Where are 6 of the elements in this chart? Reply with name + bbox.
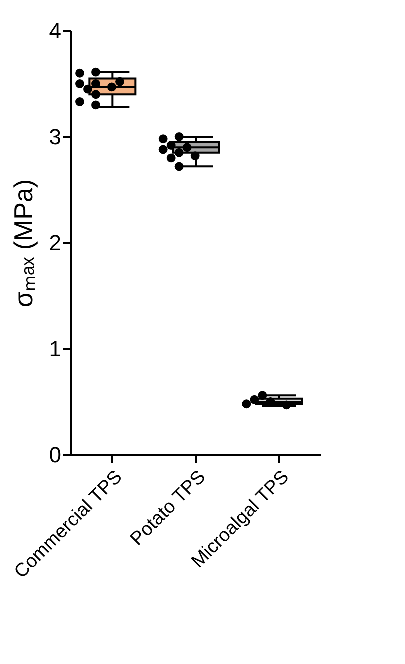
y-tick-label: 3	[49, 124, 62, 150]
y-tick-label: 1	[49, 336, 62, 362]
y-axis-title: σₘₐₓ (MPa)	[8, 179, 38, 308]
y-tick-label: 4	[49, 18, 62, 44]
y-tick-label: 2	[49, 230, 62, 256]
y-tick-label: 0	[49, 442, 62, 468]
